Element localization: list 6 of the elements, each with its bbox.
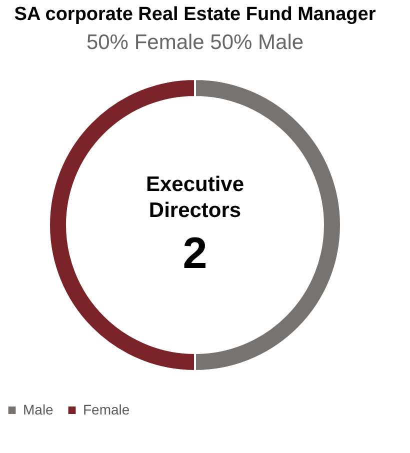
chart-subtitle: 50% Female 50% Male <box>86 31 304 54</box>
text: 2 <box>182 229 208 278</box>
chart-title: SA corporate Real Estate Fund Manager <box>14 4 376 25</box>
legend-label: Female <box>83 401 130 418</box>
text: Executive Directors <box>146 173 244 222</box>
legend-label: Male <box>23 401 54 418</box>
